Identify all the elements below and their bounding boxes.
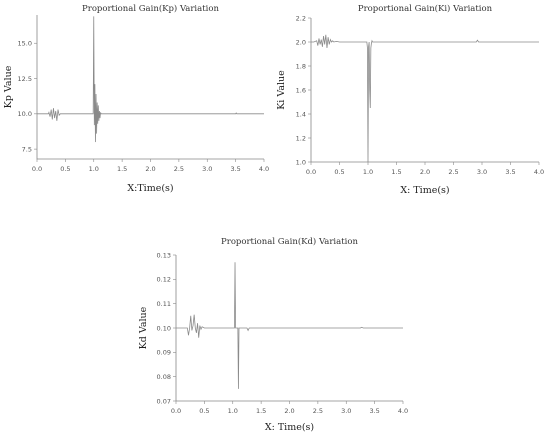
x-tick-label-kp: 1.5 [117, 165, 127, 173]
chart-title-ki: Proportional Gain(Ki) Variation [358, 3, 493, 14]
x-tick-label-kp: 2.5 [174, 165, 184, 173]
series-line-kp [37, 16, 264, 143]
x-axis-label-kd: X: Time(s) [265, 422, 314, 433]
y-tick-label-kd: 0.13 [157, 251, 171, 259]
chart-title-kp: Proportional Gain(Kp) Variation [82, 3, 219, 14]
x-tick-label-kd: 3.0 [341, 407, 351, 415]
y-tick-label-kp: 12.5 [18, 75, 32, 83]
x-tick-label-kd: 0.5 [199, 407, 209, 415]
x-tick-label-kd: 3.5 [369, 407, 379, 415]
y-tick-label-kp: 10.0 [18, 110, 32, 118]
x-tick-label-kp: 3.5 [230, 165, 240, 173]
y-tick-label-kd: 0.10 [157, 324, 171, 332]
y-tick-label-kp: 7.5 [22, 145, 32, 153]
x-tick-label-kp: 2.0 [145, 165, 155, 173]
x-tick-label-kp: 4.0 [259, 165, 269, 173]
y-axis-label-ki: Ki Value [276, 70, 287, 110]
chart-kd: Proportional Gain(Kd) Variation 0.0 0.5 1.0… [138, 236, 408, 433]
y-tick-label-kd: 0.11 [157, 300, 171, 308]
y-tick-label-ki: 2.0 [296, 38, 306, 46]
x-tick-label-kp: 0.5 [60, 165, 70, 173]
x-tick-label-ki: 3.5 [505, 168, 515, 176]
x-tick-label-kp: 3.0 [202, 165, 212, 173]
x-tick-label-kd: 1.0 [228, 407, 238, 415]
y-tick-label-ki: 1.6 [296, 86, 306, 94]
series-line-kd [176, 262, 403, 389]
x-tick-label-kd: 1.5 [256, 407, 266, 415]
series-line-ki [311, 34, 539, 163]
chart-kp: Proportional Gain(Kp) Variation 0.0 0.5 1.0… [3, 3, 269, 194]
x-tick-label-ki: 4.0 [534, 168, 544, 176]
chart-ki: Proportional Gain(Ki) Variation 0.0 0.5 1.0… [276, 3, 544, 196]
y-tick-label-kd: 0.08 [157, 373, 171, 381]
x-tick-label-ki: 1.0 [363, 168, 373, 176]
y-tick-label-kd: 0.09 [157, 349, 171, 357]
y-tick-label-ki: 1.0 [296, 158, 306, 166]
y-tick-label-ki: 1.4 [296, 110, 306, 118]
x-tick-label-ki: 2.0 [420, 168, 430, 176]
x-tick-label-kp: 1.0 [89, 165, 99, 173]
axes-kp [36, 15, 264, 160]
y-tick-label-kd: 0.07 [157, 397, 171, 405]
chart-title-kd: Proportional Gain(Kd) Variation [221, 236, 358, 247]
x-tick-label-kd: 2.0 [284, 407, 294, 415]
x-tick-label-ki: 3.0 [477, 168, 487, 176]
y-tick-label-ki: 2.2 [296, 14, 306, 22]
y-axis-label-kp: Kp Value [3, 65, 14, 108]
x-tick-label-ki: 0.5 [334, 168, 344, 176]
x-tick-label-ki: 2.5 [448, 168, 458, 176]
x-tick-label-kd: 2.5 [313, 407, 323, 415]
x-tick-label-kd: 4.0 [398, 407, 408, 415]
x-tick-label-kp: 0.0 [32, 165, 42, 173]
y-tick-label-kp: 15.0 [18, 40, 32, 48]
y-axis-label-kd: Kd Value [138, 306, 149, 349]
x-tick-label-ki: 1.5 [391, 168, 401, 176]
y-tick-label-ki: 1.8 [296, 62, 306, 70]
x-tick-label-kd: 0.0 [171, 407, 181, 415]
x-tick-label-ki: 0.0 [306, 168, 316, 176]
y-tick-label-kd: 0.12 [157, 276, 171, 284]
y-tick-label-ki: 1.2 [296, 134, 306, 142]
axes-ki [310, 18, 539, 163]
x-axis-label-ki: X: Time(s) [400, 185, 449, 196]
x-axis-label-kp: X:Time(s) [127, 183, 173, 194]
